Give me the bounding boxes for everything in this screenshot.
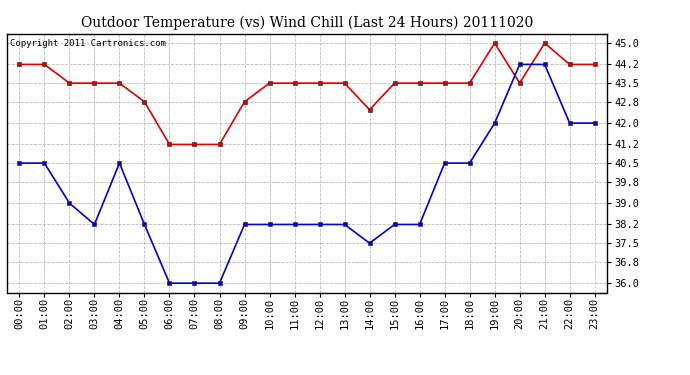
Text: Copyright 2011 Cartronics.com: Copyright 2011 Cartronics.com <box>10 39 166 48</box>
Title: Outdoor Temperature (vs) Wind Chill (Last 24 Hours) 20111020: Outdoor Temperature (vs) Wind Chill (Las… <box>81 15 533 30</box>
